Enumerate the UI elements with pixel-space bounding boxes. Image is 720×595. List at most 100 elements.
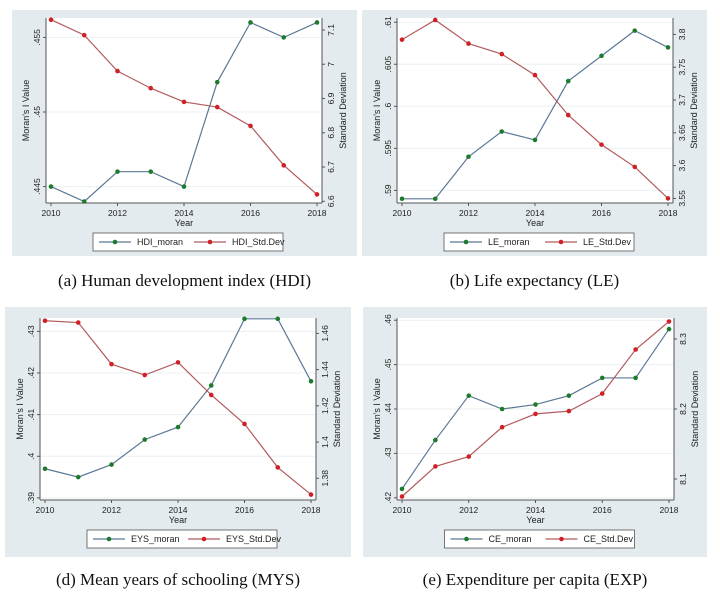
data-point bbox=[81, 199, 87, 204]
plot-area bbox=[397, 18, 673, 203]
data-point bbox=[81, 32, 87, 38]
y-tick-label-left: .445 bbox=[32, 178, 42, 195]
y-tick-label-left: .45 bbox=[383, 358, 393, 370]
data-point bbox=[242, 421, 247, 427]
x-tick-label: 2014 bbox=[175, 208, 194, 218]
data-point bbox=[399, 37, 405, 42]
data-point bbox=[632, 164, 638, 170]
y-tick-label-left: .45 bbox=[32, 106, 42, 118]
chart-e: 2010 2012 2014 2016 2018 Year .42 .43 .44 .45 .46 M… bbox=[372, 314, 700, 549]
data-point bbox=[432, 17, 438, 23]
x-axis-title: Year bbox=[175, 218, 193, 228]
x-tick-label: 2010 bbox=[393, 505, 412, 515]
y-tick-label-left: .43 bbox=[383, 447, 393, 459]
legend-label: LE_Std.Dev bbox=[583, 237, 632, 247]
legend-swatch-marker bbox=[559, 536, 564, 542]
x-tick-label: 2016 bbox=[593, 505, 612, 515]
y-tick-label-right: 6.8 bbox=[326, 127, 336, 139]
data-point bbox=[466, 454, 472, 459]
data-point bbox=[566, 408, 572, 414]
data-point bbox=[275, 316, 281, 322]
data-point bbox=[665, 196, 671, 201]
y-tick-label-right: 7.1 bbox=[326, 24, 336, 36]
y-axis-title-left: Moran's I Value bbox=[21, 80, 31, 142]
data-point bbox=[75, 320, 81, 325]
data-point bbox=[499, 406, 505, 412]
data-point bbox=[175, 360, 181, 365]
legend-swatch-marker bbox=[558, 239, 564, 245]
data-point bbox=[115, 169, 120, 174]
data-point bbox=[633, 375, 638, 381]
caption-e: (e) Expenditure per capita (EXP) bbox=[422, 570, 648, 589]
y-tick-label-right: 1.38 bbox=[320, 470, 330, 487]
chart-a: 2010 2012 2014 2016 2018 Year .445 .45 .455 Moran… bbox=[21, 17, 348, 252]
y-tick-label-left: .595 bbox=[383, 140, 393, 157]
data-point bbox=[565, 78, 571, 84]
data-point bbox=[308, 492, 314, 497]
x-tick-label: 2018 bbox=[302, 505, 321, 515]
data-point bbox=[281, 163, 287, 168]
y-tick-label-right: 6.7 bbox=[326, 161, 336, 173]
x-tick-label: 2010 bbox=[393, 208, 412, 218]
y-tick-label-left: .46 bbox=[383, 314, 393, 326]
data-point bbox=[42, 318, 48, 324]
data-point bbox=[599, 142, 604, 147]
legend-swatch-marker bbox=[463, 239, 469, 245]
y-tick-label-left: .42 bbox=[383, 492, 393, 504]
data-point bbox=[75, 474, 81, 480]
data-point bbox=[142, 372, 148, 378]
data-point bbox=[142, 437, 148, 442]
data-point bbox=[466, 41, 471, 46]
data-point bbox=[433, 437, 438, 443]
data-point bbox=[148, 85, 154, 91]
y-axis-title-right: Standard Deviation bbox=[689, 72, 699, 149]
data-point bbox=[599, 391, 605, 396]
data-point bbox=[181, 99, 187, 105]
data-point bbox=[399, 486, 405, 492]
legend-swatch-marker bbox=[106, 536, 112, 542]
data-point bbox=[181, 184, 187, 189]
x-axis-title: Year bbox=[526, 218, 544, 228]
chart-b: 2010 2012 2014 2016 2018 Year .59 .595 .6 .605 .61… bbox=[372, 16, 699, 252]
y-axis-title-right: Standard Deviation bbox=[332, 371, 342, 448]
panel-e: 2010 2012 2014 2016 2018 Year .42 .43 .44 .45 .46 M… bbox=[363, 307, 707, 557]
data-point bbox=[242, 316, 247, 322]
x-tick-label: 2014 bbox=[526, 208, 545, 218]
data-point bbox=[665, 45, 671, 50]
data-point bbox=[208, 383, 214, 388]
legend-label: EYS_moran bbox=[131, 534, 180, 544]
data-point bbox=[314, 20, 320, 25]
y-tick-label-right: 3.55 bbox=[677, 190, 687, 207]
y-tick-label-left: .4 bbox=[26, 452, 36, 459]
x-tick-label: 2016 bbox=[241, 208, 260, 218]
legend-swatch-marker bbox=[207, 239, 213, 245]
y-tick-label-left: .6 bbox=[383, 102, 393, 109]
data-point bbox=[599, 53, 604, 59]
data-point bbox=[432, 196, 438, 202]
data-point bbox=[633, 347, 638, 352]
plot-area bbox=[46, 18, 322, 203]
x-tick-label: 2010 bbox=[36, 505, 55, 515]
data-point bbox=[632, 28, 638, 33]
data-point bbox=[466, 393, 472, 398]
y-tick-label-right: 8.1 bbox=[678, 473, 688, 485]
data-point bbox=[565, 112, 571, 118]
y-tick-label-left: .605 bbox=[383, 56, 393, 73]
x-tick-label: 2010 bbox=[42, 208, 61, 218]
y-tick-label-left: .39 bbox=[26, 492, 36, 504]
legend-label: HDI_Std.Dev bbox=[232, 237, 285, 247]
caption-b: (b) Life expectancy (LE) bbox=[449, 271, 620, 290]
y-axis-title-right: Standard Deviation bbox=[690, 371, 700, 448]
y-axis-title-right: Standard Deviation bbox=[338, 72, 348, 149]
x-tick-label: 2014 bbox=[169, 505, 188, 515]
data-point bbox=[248, 20, 253, 25]
x-tick-label: 2012 bbox=[459, 208, 478, 218]
y-tick-label-right: 3.75 bbox=[677, 59, 687, 76]
data-point bbox=[532, 137, 538, 143]
legend bbox=[443, 232, 635, 252]
data-point bbox=[308, 379, 314, 384]
data-point bbox=[281, 35, 287, 40]
data-point bbox=[599, 375, 605, 381]
data-point bbox=[115, 68, 120, 74]
x-tick-label: 2012 bbox=[108, 208, 127, 218]
